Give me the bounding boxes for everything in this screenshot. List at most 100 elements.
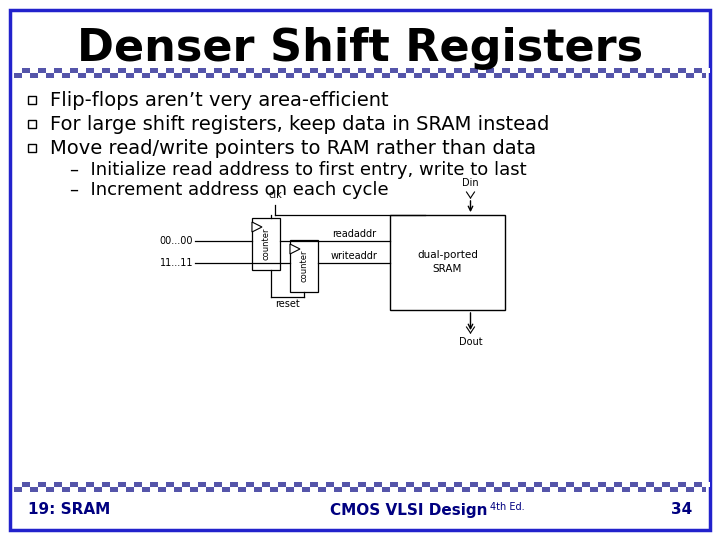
Bar (662, 487, 670, 492)
Bar (478, 68, 486, 73)
Bar (190, 68, 198, 73)
Bar (406, 487, 414, 492)
Bar (28, 96, 36, 104)
Bar (646, 487, 654, 492)
Bar (262, 487, 270, 492)
Bar (254, 68, 262, 73)
Bar (454, 73, 462, 78)
Bar (214, 487, 222, 492)
Bar (398, 482, 406, 487)
Bar (550, 73, 558, 78)
Bar (246, 73, 254, 78)
Bar (646, 73, 654, 78)
Bar (622, 482, 630, 487)
Bar (598, 73, 606, 78)
Text: Flip-flops aren’t very area-efficient: Flip-flops aren’t very area-efficient (50, 91, 389, 110)
Bar (574, 68, 582, 73)
Bar (46, 68, 54, 73)
Bar (590, 68, 598, 73)
Bar (302, 68, 310, 73)
Bar (78, 68, 86, 73)
Bar (222, 68, 230, 73)
Bar (566, 73, 574, 78)
Bar (606, 68, 614, 73)
Bar (518, 73, 526, 78)
Text: dual-ported: dual-ported (417, 251, 478, 260)
Bar (70, 73, 78, 78)
Bar (110, 482, 118, 487)
Bar (534, 487, 542, 492)
Bar (694, 487, 702, 492)
Bar (28, 144, 36, 152)
Bar (30, 482, 38, 487)
Bar (334, 68, 342, 73)
Bar (382, 68, 390, 73)
Bar (206, 482, 214, 487)
Bar (446, 68, 454, 73)
Bar (566, 487, 574, 492)
Bar (102, 487, 110, 492)
Bar (670, 68, 678, 73)
Text: 4th Ed.: 4th Ed. (490, 502, 525, 512)
Text: reset: reset (275, 299, 300, 309)
Bar (638, 482, 646, 487)
Bar (654, 68, 662, 73)
Bar (422, 73, 430, 78)
Bar (390, 215, 505, 310)
Bar (342, 73, 350, 78)
Bar (270, 482, 278, 487)
Bar (230, 487, 238, 492)
Bar (574, 482, 582, 487)
Bar (118, 73, 126, 78)
Bar (126, 68, 134, 73)
Bar (326, 487, 334, 492)
Bar (254, 482, 262, 487)
Polygon shape (290, 244, 300, 254)
Bar (358, 73, 366, 78)
Bar (438, 487, 446, 492)
Text: Denser Shift Registers: Denser Shift Registers (77, 26, 643, 70)
Bar (462, 68, 470, 73)
Bar (110, 68, 118, 73)
Bar (318, 68, 326, 73)
Text: 00...00: 00...00 (160, 237, 193, 246)
Bar (158, 68, 166, 73)
Bar (470, 73, 478, 78)
Bar (438, 73, 446, 78)
Bar (102, 73, 110, 78)
Bar (166, 487, 174, 492)
Bar (166, 73, 174, 78)
Bar (126, 482, 134, 487)
Bar (502, 73, 510, 78)
Bar (606, 482, 614, 487)
Bar (454, 487, 462, 492)
Bar (14, 482, 22, 487)
Bar (486, 487, 494, 492)
Bar (686, 482, 694, 487)
Bar (278, 487, 286, 492)
Bar (326, 73, 334, 78)
Bar (174, 482, 182, 487)
Text: SRAM: SRAM (433, 265, 462, 274)
Bar (414, 482, 422, 487)
Text: Din: Din (462, 178, 479, 188)
Bar (310, 73, 318, 78)
Bar (678, 73, 686, 78)
Bar (54, 73, 62, 78)
Bar (350, 68, 358, 73)
Bar (382, 482, 390, 487)
Bar (22, 487, 30, 492)
Bar (414, 68, 422, 73)
Bar (670, 482, 678, 487)
Bar (526, 68, 534, 73)
Bar (398, 68, 406, 73)
Bar (86, 73, 94, 78)
Bar (222, 482, 230, 487)
Bar (174, 68, 182, 73)
Bar (374, 487, 382, 492)
Bar (54, 487, 62, 492)
Text: writeaddr: writeaddr (330, 252, 377, 261)
Bar (62, 68, 70, 73)
Text: 34: 34 (671, 503, 692, 517)
Bar (374, 73, 382, 78)
